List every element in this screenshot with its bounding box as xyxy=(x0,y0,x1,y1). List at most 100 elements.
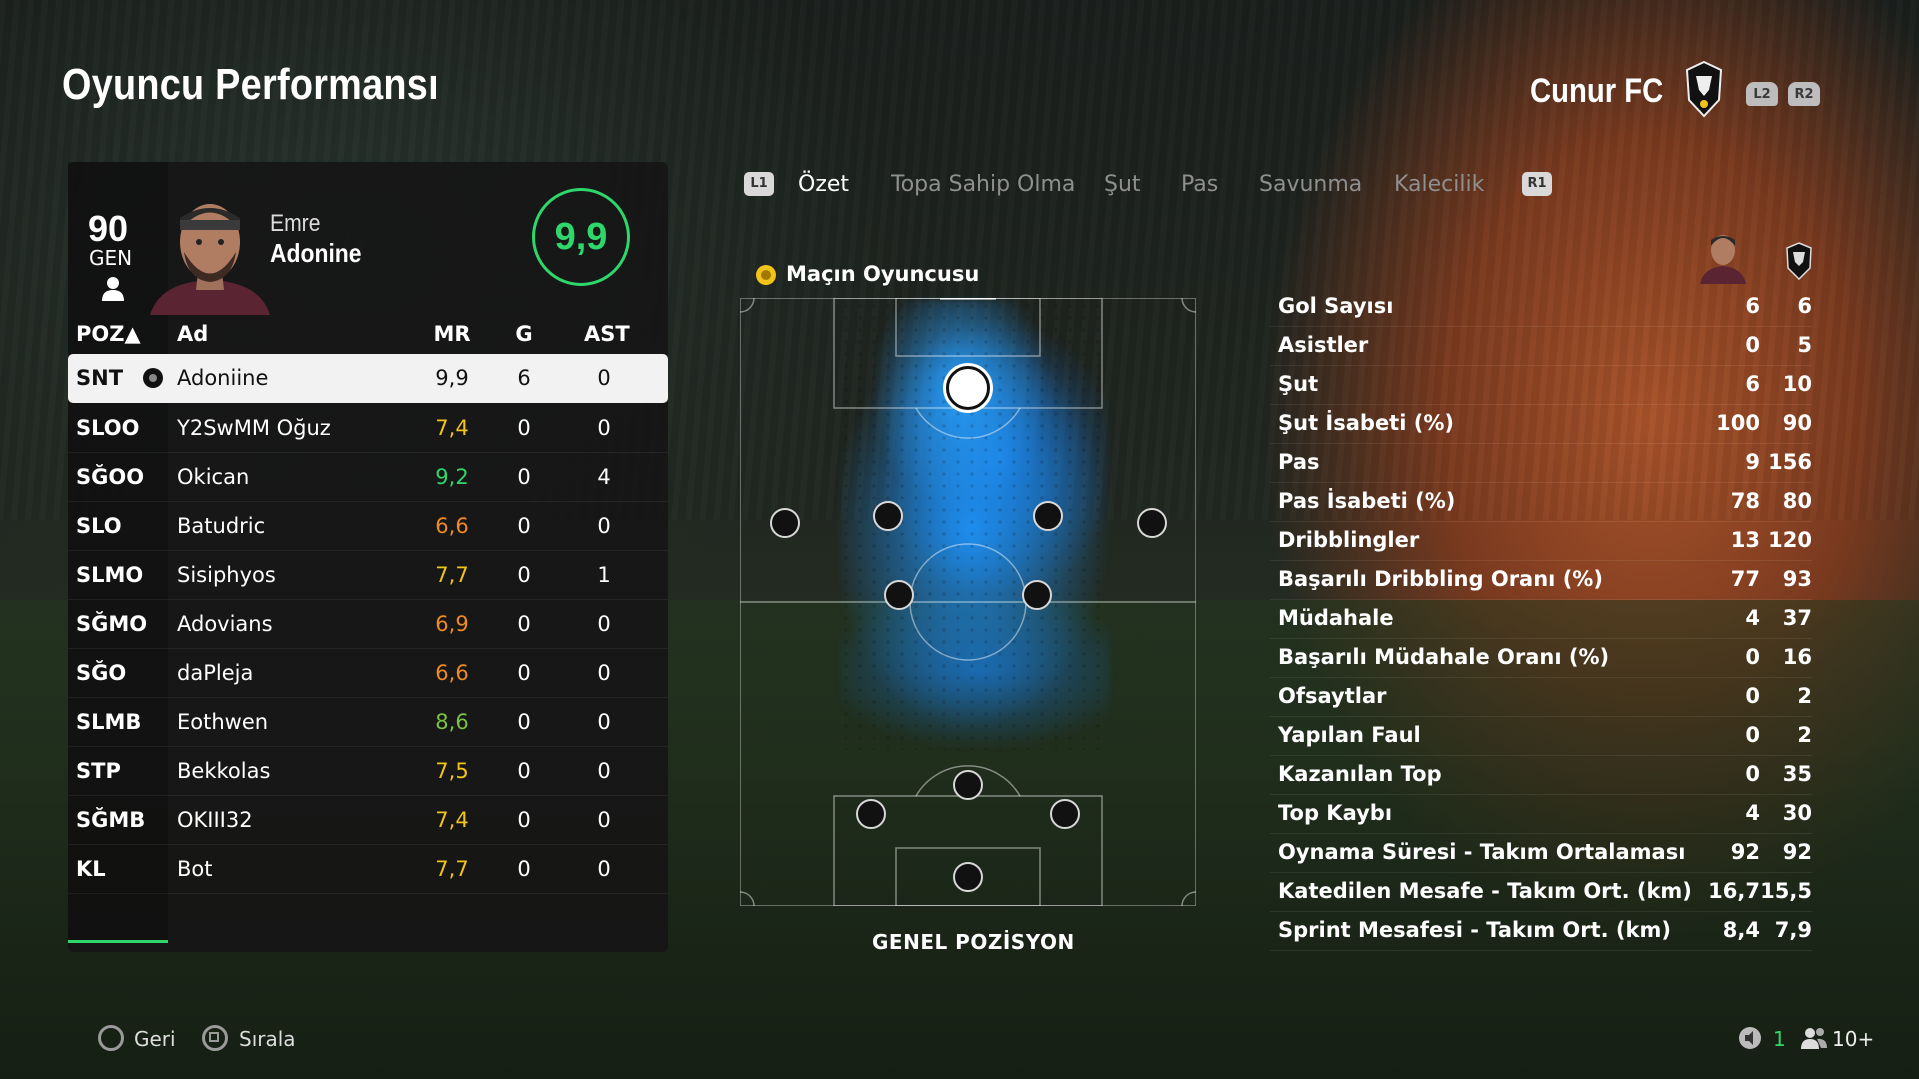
table-row[interactable]: SLMB Eothwen 8,6 0 0 xyxy=(68,698,668,747)
row-pos: SĞOO xyxy=(76,465,145,489)
party-icon xyxy=(1801,1028,1827,1049)
circle-button-icon[interactable] xyxy=(98,1025,124,1051)
stat-player-value: 4 xyxy=(1745,606,1760,630)
teammate-marker xyxy=(884,580,914,610)
table-row[interactable]: KL Bot 7,7 0 0 xyxy=(68,845,668,894)
stat-label: Şut xyxy=(1278,372,1319,396)
table-row[interactable]: SNT Adoniine 9,9 6 0 xyxy=(68,354,668,403)
tab-sut[interactable]: Şut xyxy=(1104,172,1141,197)
stat-team-value: 92 xyxy=(1782,840,1812,864)
row-g: 0 xyxy=(517,416,531,440)
stat-row: Asistler 0 5 xyxy=(1270,327,1812,366)
stat-label: Oynama Süresi - Takım Ortalaması xyxy=(1278,840,1686,864)
online-count: 1 xyxy=(1773,1027,1786,1051)
row-name: Y2SwMM Oğuz xyxy=(177,416,331,440)
stat-row: Top Kaybı 4 30 xyxy=(1270,795,1812,834)
stat-label: Asistler xyxy=(1278,333,1369,357)
tab-savunma[interactable]: Savunma xyxy=(1259,172,1363,197)
stat-player-value: 4 xyxy=(1745,801,1760,825)
stat-label: Müdahale xyxy=(1278,606,1394,630)
table-header: POZ▲ Ad MR G AST xyxy=(68,318,668,352)
table-row[interactable]: SLOO Y2SwMM Oğuz 7,4 0 0 xyxy=(68,404,668,453)
row-pos: KL xyxy=(76,857,106,881)
row-name: Adovians xyxy=(177,612,273,636)
stat-team-value: 30 xyxy=(1782,801,1812,825)
party-count: 10+ xyxy=(1832,1027,1875,1051)
man-of-the-match-label: Maçın Oyuncusu xyxy=(786,262,980,286)
r1-button[interactable]: R1 xyxy=(1522,172,1552,196)
sort-label[interactable]: Sırala xyxy=(239,1027,296,1051)
row-ast: 0 xyxy=(597,661,611,685)
header-name[interactable]: Ad xyxy=(177,322,209,346)
r2-button[interactable]: R2 xyxy=(1788,82,1820,106)
stat-label: Gol Sayısı xyxy=(1278,294,1394,318)
stat-player-value: 0 xyxy=(1745,645,1760,669)
header-mr[interactable]: MR xyxy=(433,322,471,346)
stat-row: Pas 9 156 xyxy=(1270,444,1812,483)
stat-label: Başarılı Müdahale Oranı (%) xyxy=(1278,645,1610,669)
player-portrait xyxy=(150,204,270,315)
row-pos: SĞMB xyxy=(76,808,146,832)
stat-label: Pas xyxy=(1278,450,1320,474)
table-row[interactable]: SĞMO Adovians 6,9 0 0 xyxy=(68,600,668,649)
row-name: Okican xyxy=(177,465,250,489)
stat-row: Pas İsabeti (%) 78 80 xyxy=(1270,483,1812,522)
row-name: Batudric xyxy=(177,514,266,538)
row-pos: SĞMO xyxy=(76,612,148,636)
tab-pas[interactable]: Pas xyxy=(1181,172,1219,197)
stat-label: Yapılan Faul xyxy=(1278,723,1421,747)
row-g: 0 xyxy=(517,563,531,587)
row-mr: 6,9 xyxy=(435,612,469,636)
stat-label: Kazanılan Top xyxy=(1278,762,1442,786)
stat-player-value: 78 xyxy=(1730,489,1760,513)
tab-topa-sahip-olma[interactable]: Topa Sahip Olma xyxy=(891,172,1076,197)
star-medal-icon xyxy=(756,265,776,285)
row-ast: 0 xyxy=(597,710,611,734)
stat-player-value: 92 xyxy=(1730,840,1760,864)
stat-team-value: 93 xyxy=(1782,567,1812,591)
player-first-name: Emre xyxy=(270,210,321,237)
row-g: 0 xyxy=(517,612,531,636)
row-ast: 0 xyxy=(597,416,611,440)
stat-team-value: 120 xyxy=(1768,528,1812,552)
stat-player-value: 100 xyxy=(1716,411,1760,435)
table-row[interactable]: SĞOO Okican 9,2 0 4 xyxy=(68,453,668,502)
row-mr: 6,6 xyxy=(435,661,469,685)
stat-player-value: 9 xyxy=(1745,450,1760,474)
row-ast: 0 xyxy=(597,808,611,832)
stat-row: Başarılı Müdahale Oranı (%) 0 16 xyxy=(1270,639,1812,678)
stat-label: Pas İsabeti (%) xyxy=(1278,489,1456,513)
l2-button[interactable]: L2 xyxy=(1746,82,1778,106)
header-g[interactable]: G xyxy=(515,322,533,346)
square-button-icon[interactable] xyxy=(202,1025,228,1051)
row-name: daPleja xyxy=(177,661,254,685)
back-label[interactable]: Geri xyxy=(134,1027,176,1051)
stat-row: Sprint Mesafesi - Takım Ort. (km) 8,4 7,9 xyxy=(1270,912,1812,951)
table-row[interactable]: SLMO Sisiphyos 7,7 0 1 xyxy=(68,551,668,600)
tab-ozet[interactable]: Özet xyxy=(798,172,850,197)
stat-label: Şut İsabeti (%) xyxy=(1278,411,1454,435)
stat-team-value: 2 xyxy=(1797,684,1812,708)
table-row[interactable]: SĞO daPleja 6,6 0 0 xyxy=(68,649,668,698)
stat-row: Şut 6 10 xyxy=(1270,366,1812,405)
l1-button[interactable]: L1 xyxy=(744,172,774,196)
tab-kalecilik[interactable]: Kalecilik xyxy=(1394,172,1485,197)
stat-team-value: 7,9 xyxy=(1774,918,1812,942)
stat-team-value: 5 xyxy=(1797,333,1812,357)
table-row[interactable]: SĞMB OKIII32 7,4 0 0 xyxy=(68,796,668,845)
stat-row: Ofsaytlar 0 2 xyxy=(1270,678,1812,717)
header-ast[interactable]: AST xyxy=(584,322,630,346)
teammate-marker xyxy=(1033,501,1063,531)
table-row[interactable]: STP Bekkolas 7,5 0 0 xyxy=(68,747,668,796)
team-crest-icon xyxy=(1685,60,1723,118)
player-rating: 9,9 xyxy=(532,188,630,286)
table-row[interactable]: SLO Batudric 6,6 0 0 xyxy=(68,502,668,551)
player-position-marker xyxy=(946,366,990,410)
row-g: 0 xyxy=(517,808,531,832)
teammate-marker xyxy=(1050,799,1080,829)
player-last-name: Adonine xyxy=(270,238,362,268)
player-avatar-icon xyxy=(1700,235,1746,284)
row-mr: 9,9 xyxy=(435,366,469,390)
team-name: Cunur FC xyxy=(1530,72,1664,110)
header-pos[interactable]: POZ▲ xyxy=(76,322,141,346)
